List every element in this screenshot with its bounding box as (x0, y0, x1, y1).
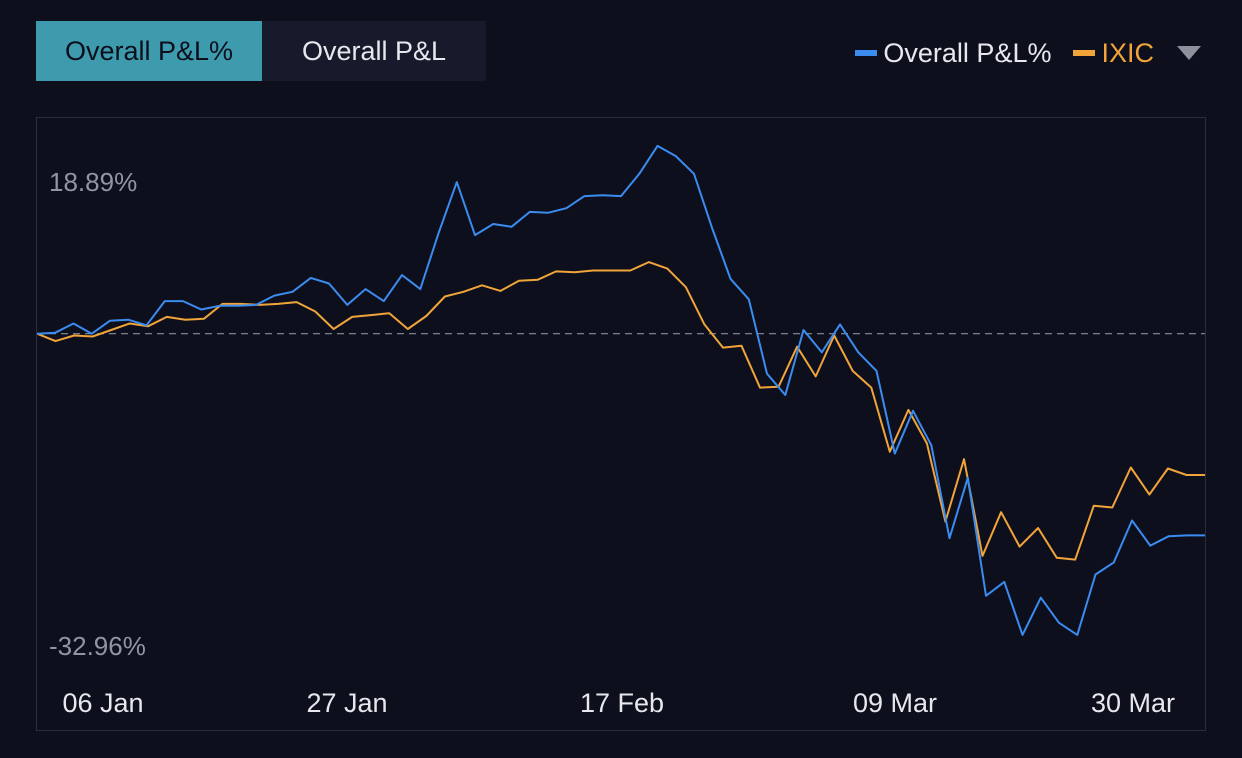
triangle-down-icon[interactable] (1176, 43, 1202, 63)
x-tick-label-06-jan: 06 Jan (62, 688, 144, 718)
overall-pl-button[interactable]: Overall P&L (262, 21, 486, 81)
chart-plot (37, 144, 1205, 636)
legend-swatch-overall-pl-percent (855, 50, 878, 56)
y-tick-label-min: -32.96% (49, 631, 146, 661)
chart-legend: Overall P&L% IXIC (855, 33, 1202, 73)
overall-pl-percent-button[interactable]: Overall P&L% (36, 21, 262, 81)
legend-item-overall-pl-percent[interactable]: Overall P&L% (855, 38, 1051, 69)
legend-swatch-ixic (1073, 50, 1096, 56)
chart-area: 18.89% -32.96% 06 Jan 27 Jan 17 Feb 09 M… (36, 117, 1206, 731)
legend-label-overall-pl-percent: Overall P&L% (883, 37, 1052, 68)
x-tick-label-30-mar: 30 Mar (1090, 688, 1176, 718)
view-toggle: Overall P&L% Overall P&L (36, 21, 486, 81)
x-tick-label-17-feb: 17 Feb (579, 688, 665, 718)
legend-label-ixic: IXIC (1101, 37, 1154, 68)
x-tick-label-09-mar: 09 Mar (852, 688, 938, 718)
series-line-overall-pl-percent (37, 144, 1205, 636)
series-line-ixic (37, 261, 1205, 561)
x-tick-label-27-jan: 27 Jan (306, 688, 388, 718)
legend-item-ixic[interactable]: IXIC (1073, 38, 1154, 69)
y-tick-label-max: 18.89% (49, 167, 138, 197)
